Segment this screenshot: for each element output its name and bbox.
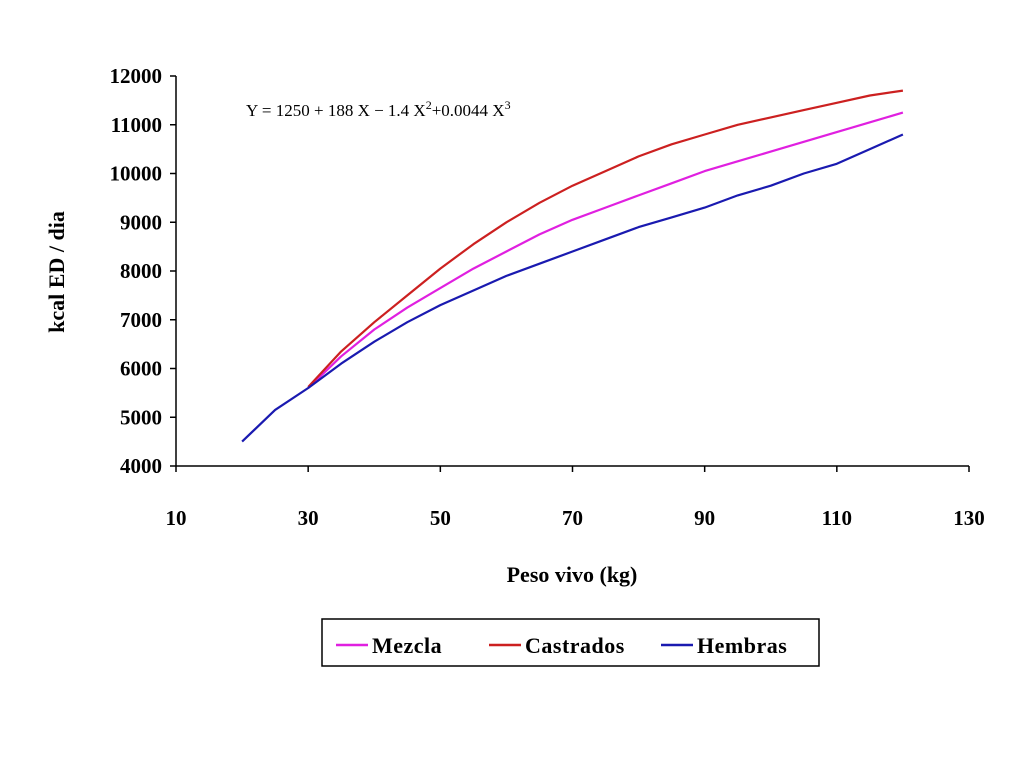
legend-label-hembras: Hembras [697, 633, 787, 658]
y-tick-label: 4000 [120, 454, 162, 478]
legend-box [321, 618, 820, 667]
y-tick-label: 8000 [120, 259, 162, 283]
legend-label-castrados: Castrados [525, 633, 625, 658]
series-lines [241, 89, 904, 443]
x-axis-title: Peso vivo (kg) [507, 562, 638, 587]
y-tick-label: 7000 [120, 308, 162, 332]
y-tick-label: 10000 [110, 162, 163, 186]
equation-mid: +0.0044 X [432, 101, 505, 120]
x-tick-label: 70 [562, 506, 583, 530]
x-tick-label: 10 [166, 506, 187, 530]
legend: Mezcla Castrados Hembras [321, 618, 820, 667]
y-tick-labels: 4000 5000 6000 7000 8000 9000 10000 11000 12000 [110, 64, 163, 478]
y-tick-label: 12000 [110, 64, 163, 88]
legend-label-mezcla: Mezcla [372, 633, 442, 658]
equation-sup-2: 2 [426, 98, 432, 112]
x-tick-labels: 10 30 50 70 90 110 130 [166, 506, 985, 530]
y-tick-label: 11000 [111, 113, 162, 137]
y-tick-label: 5000 [120, 405, 162, 429]
y-tick-label: 6000 [120, 357, 162, 381]
axes [170, 75, 970, 472]
y-tick-label: 9000 [120, 210, 162, 234]
y-axis-title: kcal ED / dia [44, 211, 69, 333]
series-line-mezcla [307, 111, 904, 389]
x-tick-label: 50 [430, 506, 451, 530]
equation-sup-3: 3 [505, 98, 511, 112]
x-tick-label: 30 [298, 506, 319, 530]
x-tick-label: 110 [822, 506, 852, 530]
series-line-castrados [307, 89, 904, 388]
x-tick-label: 90 [694, 506, 715, 530]
x-tick-label: 130 [953, 506, 985, 530]
equation-base: Y = 1250 + 188 X − 1.4 X [246, 101, 426, 120]
series-line-hembras [241, 133, 904, 443]
equation-annotation: Y = 1250 + 188 X − 1.4 X2+0.0044 X3 [246, 98, 511, 120]
